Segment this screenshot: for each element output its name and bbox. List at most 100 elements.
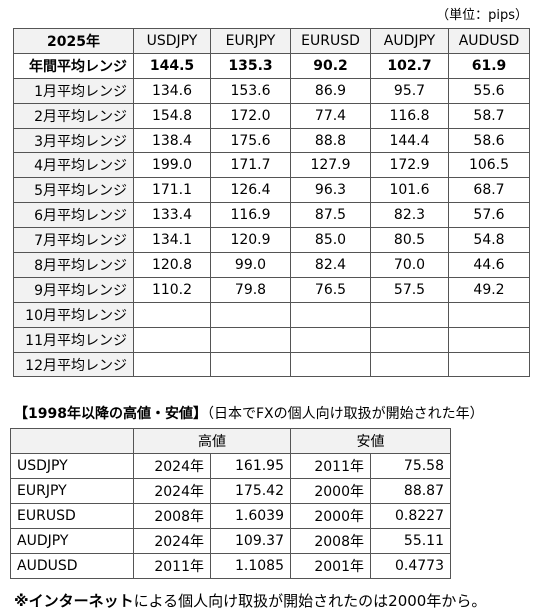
value-cell bbox=[290, 326, 371, 353]
value-cell: 0.4773 bbox=[370, 553, 451, 579]
value-cell bbox=[210, 351, 291, 378]
data-row: 年間平均レンジ 144.5 135.3 90.2 102.7 61.9 bbox=[13, 52, 530, 79]
row-label: AUDJPY bbox=[10, 528, 134, 554]
row-label: USDJPY bbox=[10, 453, 134, 479]
unit-note: （単位：pips） bbox=[436, 8, 528, 23]
value-cell: 90.2 bbox=[290, 52, 371, 79]
value-cell: 144.5 bbox=[133, 52, 211, 79]
header-cell: EURJPY bbox=[210, 28, 291, 54]
value-cell bbox=[370, 301, 449, 328]
value-cell: 99.0 bbox=[210, 252, 291, 278]
value-cell: 138.4 bbox=[133, 127, 211, 154]
data-row: 5月平均レンジ 171.1 126.4 96.3 101.6 68.7 bbox=[13, 177, 530, 204]
value-cell: 2001年 bbox=[290, 553, 371, 579]
row-label: 2月平均レンジ bbox=[13, 102, 134, 129]
value-cell: 82.3 bbox=[370, 202, 449, 229]
value-cell: 106.5 bbox=[448, 152, 530, 179]
footnote: ※インターネットによる個人向け取扱が開始されたのは2000年から。 bbox=[14, 590, 486, 611]
value-cell: 2011年 bbox=[290, 453, 371, 479]
header-cell: 2025年 bbox=[13, 28, 134, 54]
value-cell bbox=[448, 351, 530, 378]
value-cell: 126.4 bbox=[210, 177, 291, 204]
data-row: 4月平均レンジ 199.0 171.7 127.9 172.9 106.5 bbox=[13, 152, 530, 179]
value-cell: 58.6 bbox=[448, 127, 530, 154]
value-cell: 2024年 bbox=[133, 528, 211, 554]
header-cell: USDJPY bbox=[133, 28, 211, 54]
value-cell: 120.9 bbox=[210, 227, 291, 254]
value-cell: 80.5 bbox=[370, 227, 449, 254]
value-cell: 2000年 bbox=[290, 478, 371, 504]
value-cell: 55.11 bbox=[370, 528, 451, 554]
value-cell: 199.0 bbox=[133, 152, 211, 179]
value-cell: 2024年 bbox=[133, 453, 211, 479]
value-cell: 2008年 bbox=[290, 528, 371, 554]
value-cell: 102.7 bbox=[370, 52, 449, 79]
data-row: AUDUSD 2011年 1.1085 2001年 0.4773 bbox=[10, 553, 451, 579]
header-cell: 高値 bbox=[133, 428, 291, 454]
header-row: 高値 安値 bbox=[10, 428, 451, 454]
data-row: 1月平均レンジ 134.6 153.6 86.9 95.7 55.6 bbox=[13, 77, 530, 104]
value-cell: 49.2 bbox=[448, 276, 530, 303]
value-cell: 85.0 bbox=[290, 227, 371, 254]
data-row: 9月平均レンジ 110.2 79.8 76.5 57.5 49.2 bbox=[13, 276, 530, 303]
value-cell: 161.95 bbox=[210, 453, 291, 479]
value-cell: 110.2 bbox=[133, 276, 211, 303]
data-row: 7月平均レンジ 134.1 120.9 85.0 80.5 54.8 bbox=[13, 227, 530, 254]
value-cell: 0.8227 bbox=[370, 503, 451, 529]
row-label: 5月平均レンジ bbox=[13, 177, 134, 204]
section-heading: 【1998年以降の高値・安値】（日本でFXの個人向け取扱が開始された年） bbox=[14, 403, 484, 423]
value-cell: 127.9 bbox=[290, 152, 371, 179]
value-cell: 134.1 bbox=[133, 227, 211, 254]
value-cell bbox=[290, 351, 371, 378]
row-label: 10月平均レンジ bbox=[13, 301, 134, 328]
value-cell: 79.8 bbox=[210, 276, 291, 303]
row-label: EURJPY bbox=[10, 478, 134, 504]
data-row: EURUSD 2008年 1.6039 2000年 0.8227 bbox=[10, 503, 451, 529]
data-row: 3月平均レンジ 138.4 175.6 88.8 144.4 58.6 bbox=[13, 127, 530, 154]
value-cell: 87.5 bbox=[290, 202, 371, 229]
row-label: 6月平均レンジ bbox=[13, 202, 134, 229]
row-label: 11月平均レンジ bbox=[13, 326, 134, 353]
value-cell bbox=[370, 351, 449, 378]
value-cell: 68.7 bbox=[448, 177, 530, 204]
value-cell: 172.0 bbox=[210, 102, 291, 129]
value-cell: 2011年 bbox=[133, 553, 211, 579]
row-label: 年間平均レンジ bbox=[13, 52, 134, 79]
value-cell: 55.6 bbox=[448, 77, 530, 104]
value-cell: 134.6 bbox=[133, 77, 211, 104]
data-row: 2月平均レンジ 154.8 172.0 77.4 116.8 58.7 bbox=[13, 102, 530, 129]
value-cell: 2008年 bbox=[133, 503, 211, 529]
value-cell: 82.4 bbox=[290, 252, 371, 278]
row-label: 7月平均レンジ bbox=[13, 227, 134, 254]
value-cell bbox=[290, 301, 371, 328]
header-row: 2025年 USDJPY EURJPY EURUSD AUDJPY AUDUSD bbox=[13, 28, 530, 54]
value-cell: 133.4 bbox=[133, 202, 211, 229]
value-cell: 95.7 bbox=[370, 77, 449, 104]
value-cell: 77.4 bbox=[290, 102, 371, 129]
data-row: 11月平均レンジ bbox=[13, 326, 530, 353]
data-row: 6月平均レンジ 133.4 116.9 87.5 82.3 57.6 bbox=[13, 202, 530, 229]
value-cell: 171.1 bbox=[133, 177, 211, 204]
value-cell: 101.6 bbox=[370, 177, 449, 204]
value-cell bbox=[370, 326, 449, 353]
value-cell: 144.4 bbox=[370, 127, 449, 154]
value-cell: 44.6 bbox=[448, 252, 530, 278]
header-cell: EURUSD bbox=[290, 28, 371, 54]
value-cell bbox=[210, 326, 291, 353]
row-label: EURUSD bbox=[10, 503, 134, 529]
row-label: AUDUSD bbox=[10, 553, 134, 579]
value-cell: 153.6 bbox=[210, 77, 291, 104]
data-row: 12月平均レンジ bbox=[13, 351, 530, 378]
row-label: 3月平均レンジ bbox=[13, 127, 134, 154]
value-cell: 88.87 bbox=[370, 478, 451, 504]
range-table: 2025年 USDJPY EURJPY EURUSD AUDJPY AUDUSD 年間平均レ… bbox=[13, 28, 530, 378]
value-cell: 2024年 bbox=[133, 478, 211, 504]
value-cell: 171.7 bbox=[210, 152, 291, 179]
row-label: 8月平均レンジ bbox=[13, 252, 134, 278]
value-cell: 175.6 bbox=[210, 127, 291, 154]
data-row: USDJPY 2024年 161.95 2011年 75.58 bbox=[10, 453, 451, 479]
value-cell: 57.5 bbox=[370, 276, 449, 303]
value-cell: 172.9 bbox=[370, 152, 449, 179]
value-cell: 2000年 bbox=[290, 503, 371, 529]
